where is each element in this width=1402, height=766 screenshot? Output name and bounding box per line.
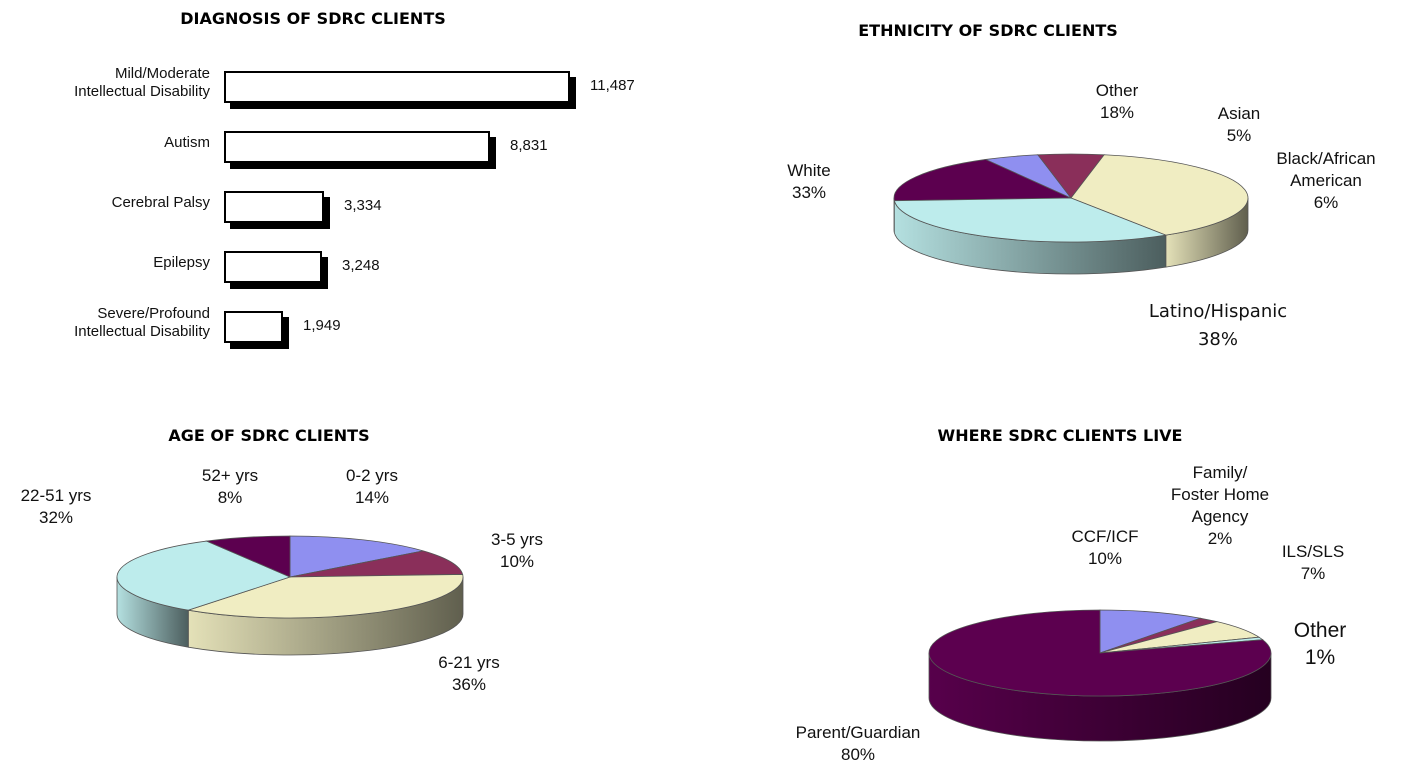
pie-1-slice-0 [893,159,1072,202]
age-label-22-51: 22-51 yrs 32% [20,486,92,527]
pie-2-slice-2 [188,574,464,619]
bar-value-label: 8,831 [510,137,548,154]
pie-2-slice-1 [289,550,464,578]
bar-category-label: Epilepsy [153,254,210,271]
bar-category-label: Severe/Profound Intellectual Disability [74,305,210,340]
residence-label-family: Family/ Foster Home Agency 2% [1170,463,1270,548]
age-label-6-21: 6-21 yrs 36% [438,653,500,694]
bar-2 [224,191,324,223]
bar-category-label: Cerebral Palsy [111,194,210,211]
pie-2-slice-0 [289,535,424,578]
bar-3 [224,251,322,283]
bar-4 [224,311,283,343]
ethnicity-label-latino: Latino/Hispanic 38% [1148,301,1288,350]
pie-2-slice-4 [205,535,291,578]
bar-value-label: 1,949 [303,317,341,334]
bar-0 [224,71,570,103]
residence-label-ccf: CCF/ICF 10% [1071,527,1139,568]
pie-1-slice-4 [893,197,1168,243]
bar-1 [224,131,490,163]
ethnicity-label-white: White 33% [787,161,831,202]
age-label-3-5: 3-5 yrs 10% [491,530,543,571]
ethnicity-label-asian: Asian 5% [1217,104,1261,145]
diagnosis-chart-title: DIAGNOSIS OF SDRC CLIENTS [180,9,446,28]
bar-value-label: 11,487 [590,77,635,94]
ethnicity-chart-title: ETHNICITY OF SDRC CLIENTS [858,21,1118,40]
pie-2-slice-3 [116,540,292,611]
bar-value-label: 3,248 [342,257,380,274]
bar-category-label: Mild/Moderate Intellectual Disability [74,65,210,100]
pie-3-slice-4 [928,609,1272,697]
residence-chart-title: WHERE SDRC CLIENTS LIVE [937,426,1183,445]
age-label-52plus: 52+ yrs 8% [201,466,259,507]
residence-label-parent: Parent/Guardian 80% [795,723,921,764]
residence-label-other: Other 1% [1293,619,1347,669]
ethnicity-label-black: Black/African American 6% [1276,149,1376,212]
age-label-0-2: 0-2 yrs 14% [346,466,398,507]
residence-label-ils: ILS/SLS 7% [1281,542,1345,583]
bar-category-label: Autism [164,134,210,151]
ethnicity-label-other: Other 18% [1095,81,1139,122]
bar-value-label: 3,334 [344,197,382,214]
pie-3-slice-0 [1099,609,1203,654]
age-chart-title: AGE OF SDRC CLIENTS [168,426,370,445]
